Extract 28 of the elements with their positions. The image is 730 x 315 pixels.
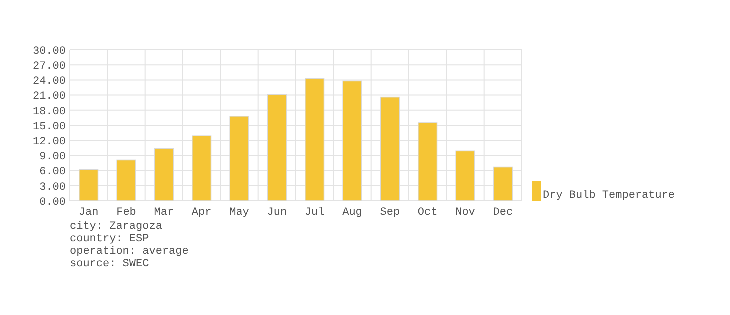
x-tick-label: Sep (380, 207, 400, 219)
y-tick-label: 24.00 (32, 76, 66, 88)
x-tick-label: May (230, 207, 250, 219)
x-tick-label: Oct (418, 207, 438, 219)
x-tick-label: Jun (267, 207, 288, 219)
x-tick-label: Jan (78, 207, 99, 219)
text: operation: average (70, 246, 189, 258)
y-tick-label: 0.00 (40, 196, 66, 209)
source-note: source: SWEC (70, 258, 150, 270)
y-tick-label: 3.00 (40, 182, 66, 194)
text: city: Zaragoza (70, 221, 163, 233)
legend-label: Dry Bulb Temperature (543, 190, 676, 202)
y-tick-label: 9.00 (40, 152, 66, 164)
x-tick-label: Mar (154, 207, 174, 219)
y-tick-label: 6.00 (40, 166, 66, 179)
x-tick-label: Dec (493, 207, 514, 219)
text: country: ESP (70, 234, 150, 246)
y-tick-label: 12.00 (32, 136, 66, 148)
y-tick-label: 21.00 (32, 91, 66, 104)
x-tick-label: Feb (116, 207, 136, 219)
x-tick-label: Apr (192, 207, 212, 219)
y-tick-label: 27.00 (32, 60, 66, 73)
y-tick-label: 15.00 (32, 121, 66, 134)
x-tick-label: Jul (304, 207, 325, 219)
x-tick-label: Aug (342, 207, 362, 219)
y-tick-label: 30.00 (32, 46, 66, 58)
x-tick-label: Nov (456, 207, 476, 219)
y-tick-label: 18.00 (32, 106, 66, 118)
